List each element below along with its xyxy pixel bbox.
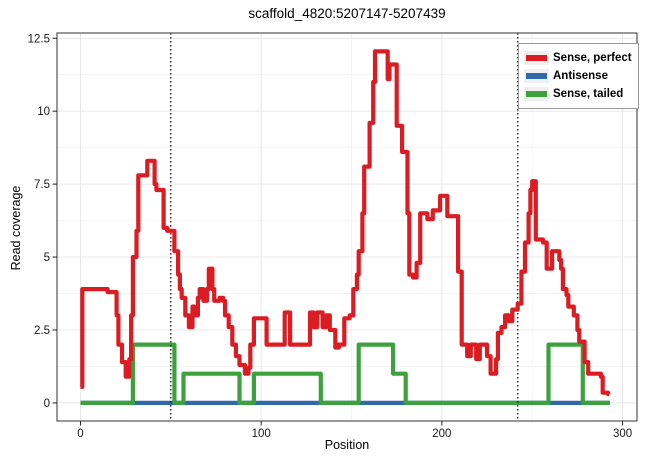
legend-label-antisense: Antisense: [553, 70, 608, 82]
legend-key-antisense: [524, 69, 549, 83]
blue-line-swatch-icon: [526, 73, 547, 79]
y-tick-label: 5: [44, 252, 50, 264]
y-tick-label: 10: [37, 106, 50, 118]
legend-item-sense-tailed: Sense, tailed: [524, 87, 634, 101]
legend-label-sense-tailed: Sense, tailed: [553, 88, 624, 100]
y-tick-label: 7.5: [34, 179, 50, 191]
y-tick-label: 12.5: [28, 33, 50, 45]
sense-perfect-line: [80, 49, 611, 397]
x-tick-label: 200: [432, 428, 451, 440]
x-tick-label: 300: [613, 428, 632, 440]
y-tick-label: 2.5: [34, 325, 50, 337]
y-tick-label: 0: [44, 398, 50, 410]
legend-item-antisense: Antisense: [524, 69, 634, 83]
legend-label-sense-perfect: Sense, perfect: [553, 52, 632, 64]
x-axis-label: Position: [324, 438, 370, 452]
legend: Sense, perfect Antisense Sense, tailed: [518, 43, 639, 109]
legend-item-sense-perfect: Sense, perfect: [524, 51, 634, 65]
legend-key-sense-perfect: [524, 51, 549, 65]
x-tick-label: 100: [252, 428, 271, 440]
plot-title: scaffold_4820:5207147-5207439: [248, 6, 446, 21]
red-line-swatch-icon: [526, 55, 547, 61]
panel-border: [56, 32, 638, 422]
green-line-swatch-icon: [526, 91, 547, 97]
sense-tailed-line: [80, 342, 610, 405]
x-tick-label: 0: [77, 428, 83, 440]
legend-key-sense-tailed: [524, 87, 549, 101]
